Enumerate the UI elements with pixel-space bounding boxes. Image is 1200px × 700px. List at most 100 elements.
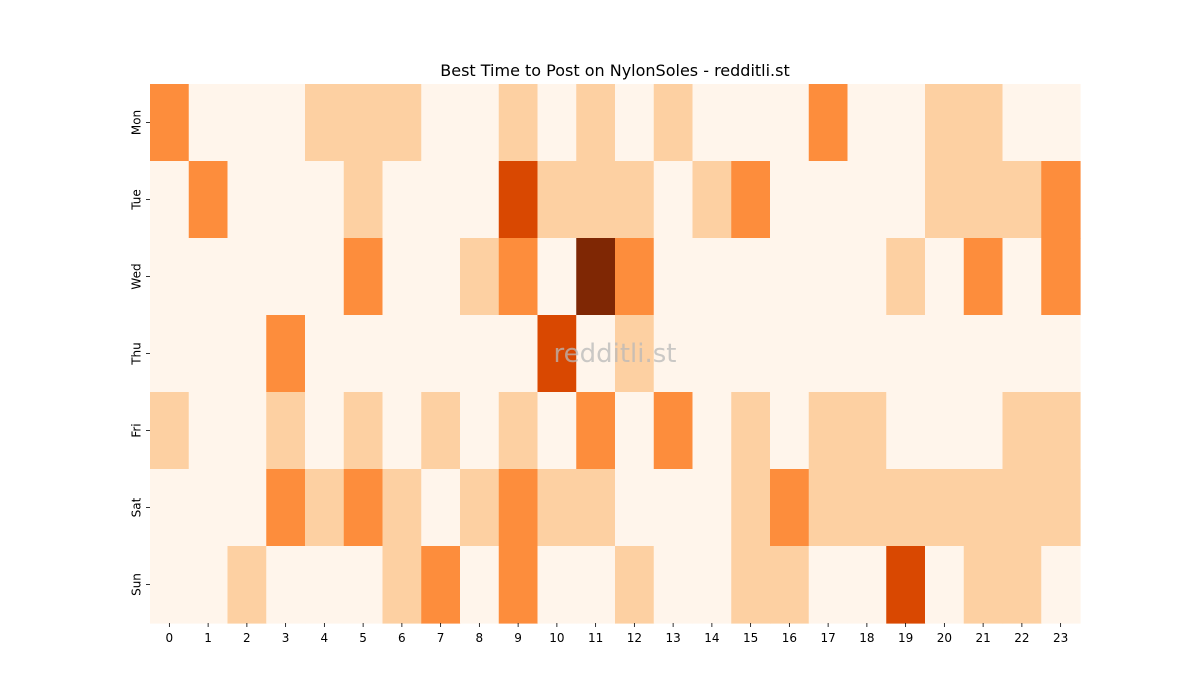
heatmap-cell-sat-1	[188, 469, 229, 547]
heatmap-cell-thu-4	[305, 315, 345, 393]
heatmap-cell-thu-23	[1041, 315, 1081, 393]
heatmap-cell-tue-10	[537, 161, 577, 239]
y-tick-label: Sat	[130, 497, 144, 517]
heatmap-cells	[150, 84, 1081, 624]
heatmap-cell-tue-14	[692, 161, 732, 239]
heatmap-cell-fri-10	[537, 392, 577, 470]
heatmap-cell-sun-4	[305, 546, 345, 624]
heatmap-cell-tue-1	[188, 161, 229, 239]
y-tick-label: Sun	[130, 573, 144, 596]
x-tick-label: 8	[476, 631, 484, 645]
heatmap-cell-sun-10	[537, 546, 577, 624]
heatmap-cell-mon-1	[188, 84, 229, 162]
heatmap-cell-sun-17	[808, 546, 849, 624]
heatmap-cell-tue-20	[925, 161, 965, 239]
heatmap-cell-sat-3	[266, 469, 306, 547]
x-tick-label: 1	[204, 631, 212, 645]
heatmap-cell-fri-11	[576, 392, 616, 470]
heatmap-cell-tue-17	[808, 161, 849, 239]
heatmap-cell-thu-12	[615, 315, 655, 393]
heatmap-cell-tue-2	[227, 161, 267, 239]
heatmap-cell-mon-4	[305, 84, 345, 162]
x-tick-label: 6	[398, 631, 406, 645]
heatmap-cell-sun-5	[343, 546, 384, 624]
heatmap-cell-thu-0	[150, 315, 190, 393]
heatmap-cell-thu-6	[382, 315, 422, 393]
heatmap-cell-tue-7	[421, 161, 461, 239]
heatmap-cell-tue-9	[498, 161, 539, 239]
heatmap-cell-thu-8	[460, 315, 500, 393]
heatmap-cell-mon-10	[537, 84, 577, 162]
x-tick-label: 20	[937, 631, 952, 645]
heatmap-cell-wed-9	[498, 238, 539, 316]
heatmap-cell-sat-7	[421, 469, 461, 547]
heatmap-cell-fri-15	[731, 392, 771, 470]
y-tick-label: Mon	[130, 110, 144, 135]
heatmap-cell-wed-19	[886, 238, 926, 316]
heatmap-cell-mon-9	[498, 84, 539, 162]
heatmap-cell-sat-8	[460, 469, 500, 547]
heatmap-cell-sat-2	[227, 469, 267, 547]
heatmap-cell-sat-20	[925, 469, 965, 547]
heatmap-cell-sat-6	[382, 469, 422, 547]
heatmap-cell-sun-0	[150, 546, 190, 624]
heatmap-cell-fri-23	[1041, 392, 1081, 470]
heatmap-cell-wed-18	[847, 238, 887, 316]
heatmap-cell-thu-14	[692, 315, 732, 393]
heatmap-cell-mon-16	[770, 84, 810, 162]
heatmap-cell-fri-22	[1002, 392, 1042, 470]
heatmap-cell-sat-5	[343, 469, 384, 547]
y-tick-label: Tue	[130, 189, 144, 211]
heatmap-cell-thu-3	[266, 315, 306, 393]
heatmap-cell-tue-22	[1002, 161, 1042, 239]
heatmap-cell-thu-16	[770, 315, 810, 393]
heatmap-cell-mon-5	[343, 84, 384, 162]
heatmap-cell-mon-15	[731, 84, 771, 162]
heatmap-cell-fri-12	[615, 392, 655, 470]
heatmap-cell-mon-12	[615, 84, 655, 162]
x-tick-label: 18	[859, 631, 874, 645]
heatmap-cell-sat-13	[653, 469, 694, 547]
y-tick-label: Wed	[130, 263, 144, 289]
heatmap-cell-fri-3	[266, 392, 306, 470]
heatmap-cell-wed-22	[1002, 238, 1042, 316]
heatmap-cell-wed-0	[150, 238, 190, 316]
heatmap-cell-thu-19	[886, 315, 926, 393]
heatmap-cell-mon-23	[1041, 84, 1081, 162]
heatmap-cell-tue-13	[653, 161, 694, 239]
heatmap-cell-mon-19	[886, 84, 926, 162]
heatmap-cell-thu-15	[731, 315, 771, 393]
heatmap-cell-sat-10	[537, 469, 577, 547]
heatmap-cell-tue-23	[1041, 161, 1081, 239]
heatmap-cell-tue-11	[576, 161, 616, 239]
x-tick-label: 15	[743, 631, 758, 645]
heatmap-cell-thu-13	[653, 315, 694, 393]
heatmap-cell-tue-6	[382, 161, 422, 239]
heatmap-cell-sat-19	[886, 469, 926, 547]
heatmap-cell-fri-5	[343, 392, 384, 470]
heatmap-cell-sun-2	[227, 546, 267, 624]
heatmap-cell-mon-8	[460, 84, 500, 162]
heatmap-cell-sat-11	[576, 469, 616, 547]
heatmap-cell-sat-21	[963, 469, 1004, 547]
heatmap-cell-thu-11	[576, 315, 616, 393]
heatmap-cell-tue-16	[770, 161, 810, 239]
heatmap-cell-wed-17	[808, 238, 849, 316]
heatmap-cell-fri-2	[227, 392, 267, 470]
heatmap-cell-wed-12	[615, 238, 655, 316]
heatmap-cell-mon-6	[382, 84, 422, 162]
heatmap-cell-mon-7	[421, 84, 461, 162]
heatmap-cell-sun-19	[886, 546, 926, 624]
heatmap-cell-sun-8	[460, 546, 500, 624]
heatmap-cell-wed-23	[1041, 238, 1081, 316]
heatmap-cell-fri-17	[808, 392, 849, 470]
heatmap-cell-fri-13	[653, 392, 694, 470]
x-tick-label: 3	[282, 631, 290, 645]
heatmap-cell-sun-14	[692, 546, 732, 624]
heatmap-cell-fri-14	[692, 392, 732, 470]
x-tick-label: 22	[1014, 631, 1029, 645]
heatmap-cell-sat-22	[1002, 469, 1042, 547]
x-tick-label: 13	[665, 631, 680, 645]
heatmap-cell-sun-3	[266, 546, 306, 624]
heatmap-cell-sun-13	[653, 546, 694, 624]
